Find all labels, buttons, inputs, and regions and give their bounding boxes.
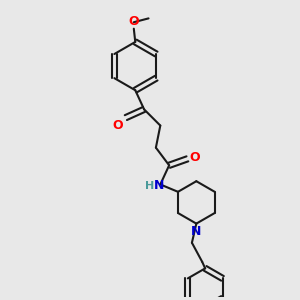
Text: O: O	[190, 151, 200, 164]
Text: N: N	[154, 179, 164, 192]
Text: H: H	[145, 181, 154, 191]
Text: O: O	[113, 119, 124, 132]
Text: O: O	[128, 14, 139, 28]
Text: N: N	[191, 225, 202, 238]
